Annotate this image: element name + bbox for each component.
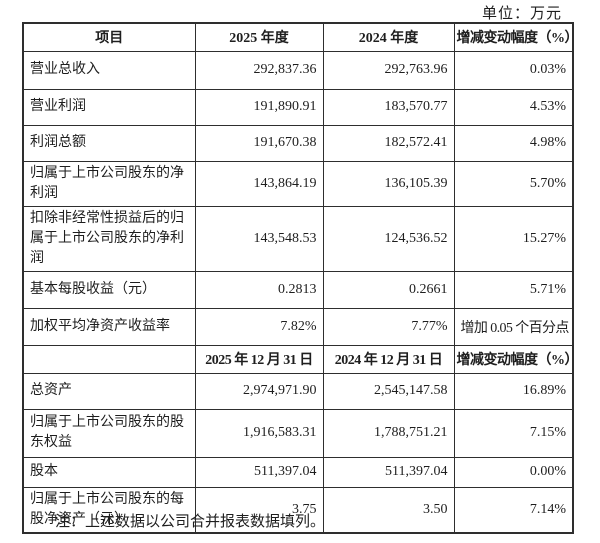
cell-item-label: 扣除非经常性损益后的归属于上市公司股东的净利润: [22, 205, 196, 272]
header-cell-2025-date: 2025 年 12 月 31 日: [194, 344, 324, 374]
cell-change-value: 5.70%: [453, 160, 574, 207]
cell-2024-value: 0.2661: [322, 270, 455, 309]
cell-2024-value: 183,570.77: [322, 88, 455, 126]
period-header-row: 项目 2025 年度 2024 年度 增减变动幅度（%）: [22, 22, 574, 52]
cell-change-value: 5.71%: [453, 270, 574, 309]
cell-item-label: 利润总额: [22, 124, 196, 162]
cell-2024-value: 2,545,147.58: [322, 372, 455, 410]
footnote: 注：上述数据以公司合并报表数据填列。: [55, 514, 326, 530]
header-cell-change: 增减变动幅度（%）: [453, 22, 574, 52]
date-header-row: 2025 年 12 月 31 日 2024 年 12 月 31 日 增减变动幅度…: [22, 344, 574, 374]
cell-change-value: 7.15%: [453, 408, 574, 458]
cell-2024-value: 511,397.04: [322, 456, 455, 488]
table-row-total-assets: 总资产 2,974,971.90 2,545,147.58 16.89%: [22, 372, 574, 410]
table-row-total-revenue: 营业总收入 292,837.36 292,763.96 0.03%: [22, 50, 574, 90]
cell-item-label: 基本每股收益（元）: [22, 270, 196, 309]
table-row-weighted-roe: 加权平均净资产收益率 7.82% 7.77% 增加 0.05 个百分点: [22, 307, 574, 346]
cell-change-value: 16.89%: [453, 372, 574, 410]
header-cell-2024-period: 2024 年度: [322, 22, 455, 52]
cell-2024-value: 124,536.52: [322, 205, 455, 272]
cell-2025-value: 2,974,971.90: [194, 372, 324, 410]
table-row-net-profit-deducted: 扣除非经常性损益后的归属于上市公司股东的净利润 143,548.53 124,5…: [22, 205, 574, 272]
cell-change-value: 7.14%: [453, 486, 574, 533]
financial-summary-table: 项目 2025 年度 2024 年度 增减变动幅度（%） 营业总收入 292,8…: [22, 22, 574, 534]
cell-2025-value: 191,890.91: [194, 88, 324, 126]
table-row-net-profit-attributable: 归属于上市公司股东的净利润 143,864.19 136,105.39 5.70…: [22, 160, 574, 207]
cell-item-label: 归属于上市公司股东的股东权益: [22, 408, 196, 458]
unit-label: 单位：万元: [481, 6, 562, 22]
cell-item-label: 归属于上市公司股东的每股净资产（元）: [22, 486, 196, 533]
cell-2025-value: 1,916,583.31: [194, 408, 324, 458]
cell-item-label: 营业利润: [22, 88, 196, 126]
header-cell-item: 项目: [22, 22, 196, 52]
cell-2024-value: 136,105.39: [322, 160, 455, 207]
header-cell-empty: [22, 344, 196, 374]
cell-2025-value: 143,864.19: [194, 160, 324, 207]
cell-2024-value: 292,763.96: [322, 50, 455, 90]
cell-change-value: 增加 0.05 个百分点: [453, 307, 574, 346]
cell-item-label: 营业总收入: [22, 50, 196, 90]
cell-item-label: 总资产: [22, 372, 196, 410]
cell-2025-value: 3.75: [194, 486, 324, 533]
cell-2024-value: 7.77%: [322, 307, 455, 346]
table-row-net-assets-per-share: 归属于上市公司股东的每股净资产（元） 3.75 3.50 7.14%: [22, 486, 574, 533]
cell-2024-value: 182,572.41: [322, 124, 455, 162]
cell-change-value: 4.98%: [453, 124, 574, 162]
cell-2025-value: 191,670.38: [194, 124, 324, 162]
table-row-total-profit: 利润总额 191,670.38 182,572.41 4.98%: [22, 124, 574, 162]
cell-2024-value: 3.50: [322, 486, 455, 533]
cell-2025-value: 292,837.36: [194, 50, 324, 90]
cell-2025-value: 7.82%: [194, 307, 324, 346]
cell-2025-value: 0.2813: [194, 270, 324, 309]
table-row-operating-profit: 营业利润 191,890.91 183,570.77 4.53%: [22, 88, 574, 126]
table-row-shareholders-equity: 归属于上市公司股东的股东权益 1,916,583.31 1,788,751.21…: [22, 408, 574, 458]
header-cell-2024-date: 2024 年 12 月 31 日: [322, 344, 455, 374]
table-row-share-capital: 股本 511,397.04 511,397.04 0.00%: [22, 456, 574, 488]
header-cell-2025-period: 2025 年度: [194, 22, 324, 52]
cell-change-value: 0.00%: [453, 456, 574, 488]
header-cell-change: 增减变动幅度（%）: [453, 344, 574, 374]
cell-change-value: 15.27%: [453, 205, 574, 272]
cell-item-label: 加权平均净资产收益率: [22, 307, 196, 346]
cell-2025-value: 511,397.04: [194, 456, 324, 488]
cell-change-value: 4.53%: [453, 88, 574, 126]
table-row-basic-eps: 基本每股收益（元） 0.2813 0.2661 5.71%: [22, 270, 574, 309]
cell-change-value: 0.03%: [453, 50, 574, 90]
cell-item-label: 股本: [22, 456, 196, 488]
cell-2024-value: 1,788,751.21: [322, 408, 455, 458]
cell-2025-value: 143,548.53: [194, 205, 324, 272]
cell-item-label: 归属于上市公司股东的净利润: [22, 160, 196, 207]
